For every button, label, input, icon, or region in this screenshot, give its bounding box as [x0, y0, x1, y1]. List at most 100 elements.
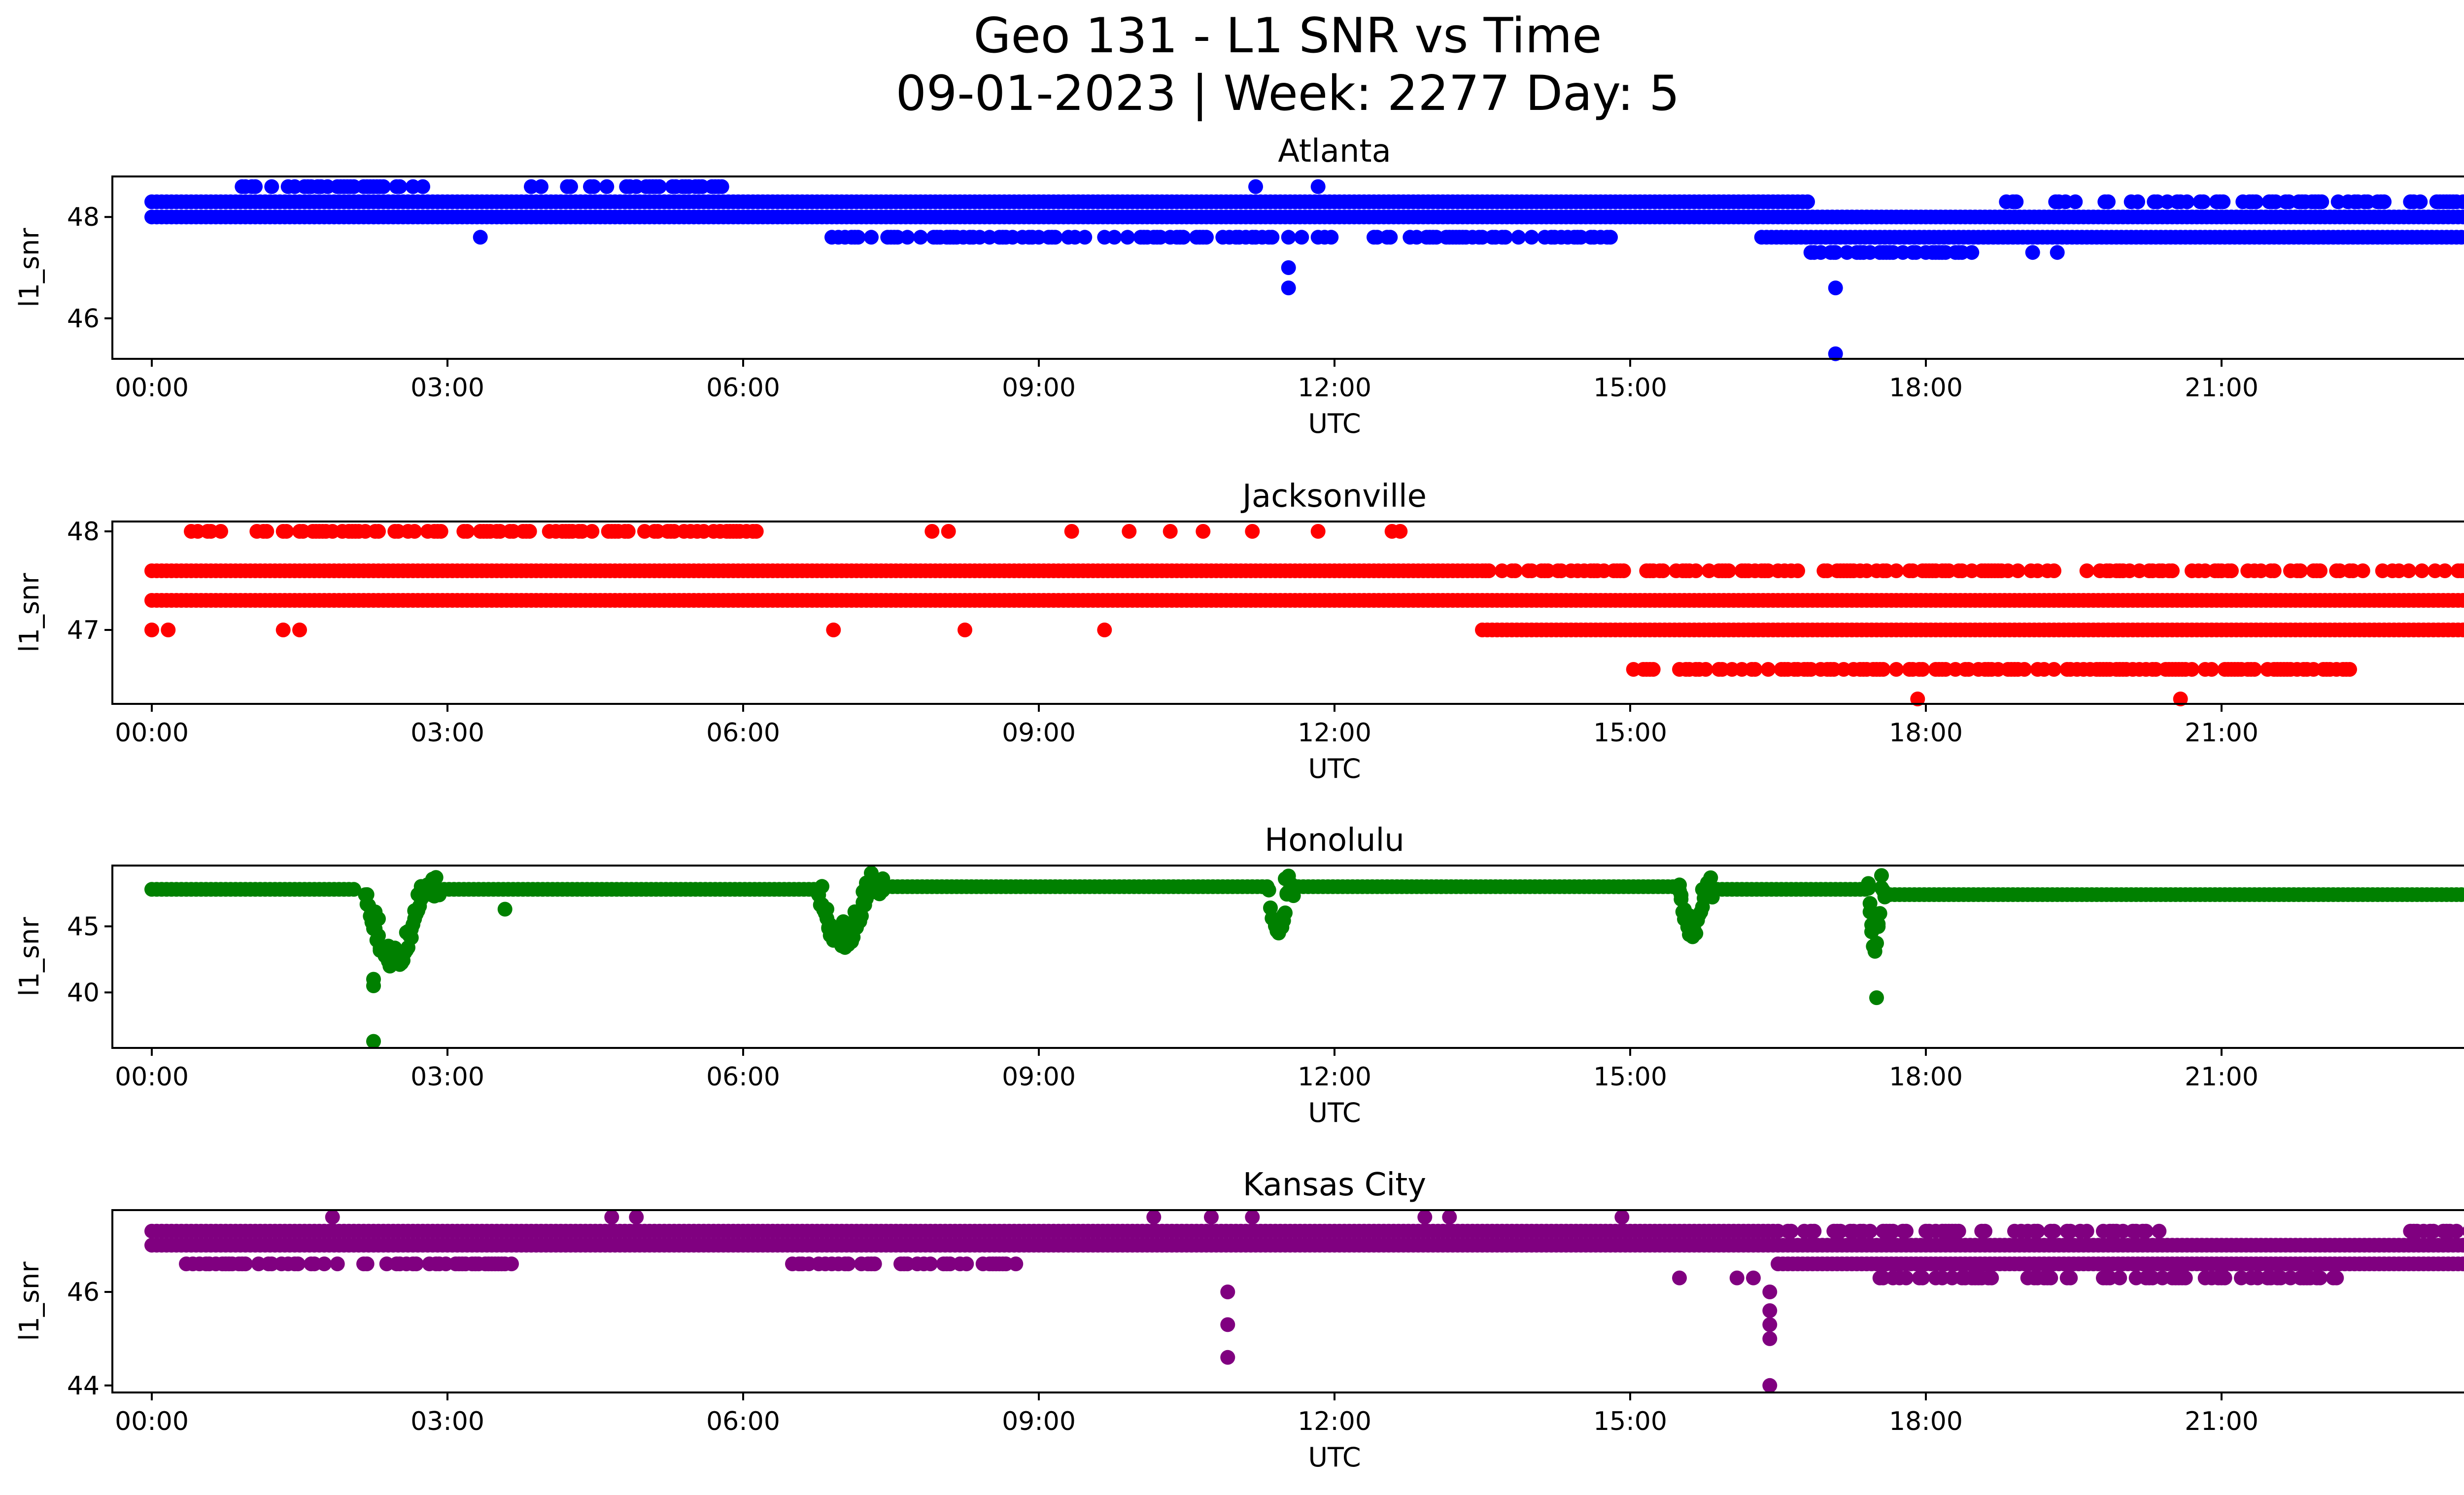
figure-title-line-1: Geo 131 - L1 SNR vs Time — [974, 8, 1602, 64]
x-tick-label: 00:00 — [115, 1062, 189, 1092]
data-point — [2461, 210, 2464, 223]
data-point — [1278, 905, 1293, 920]
x-tick-label: 18:00 — [1889, 718, 1963, 748]
data-point — [1869, 936, 1884, 951]
data-point — [1828, 280, 1843, 296]
data-point — [264, 179, 279, 194]
data-point — [1869, 990, 1884, 1006]
y-axis-label: l1_snr — [14, 917, 45, 997]
data-point — [1862, 896, 1878, 911]
data-point — [1672, 1270, 1687, 1286]
data-point — [2413, 194, 2428, 209]
figure-title-line-2: 09-01-2023 | Week: 2277 Day: 5 — [896, 66, 1680, 122]
data-point — [279, 524, 294, 539]
data-point — [2079, 563, 2094, 578]
data-point — [1281, 260, 1296, 275]
data-point — [371, 524, 386, 539]
x-tick-label: 12:00 — [1298, 373, 1371, 403]
data-point — [359, 1256, 375, 1272]
data-point — [1746, 1270, 1761, 1286]
data-point — [248, 179, 263, 194]
data-point — [1097, 623, 1112, 637]
data-point — [864, 866, 879, 881]
data-point — [1874, 868, 1889, 883]
data-point — [2329, 1270, 2344, 1286]
data-point — [1294, 230, 1309, 245]
data-point — [714, 179, 729, 194]
data-point — [2216, 194, 2231, 209]
data-point — [1747, 662, 1763, 677]
data-point — [325, 1210, 340, 1225]
subplot-atlanta: Atlanta 00:00 03:00 06:00 09:00 12:00 15:00 18:… — [14, 133, 2464, 439]
data-point — [2377, 194, 2392, 209]
data-point — [2437, 563, 2453, 578]
data-point — [415, 179, 430, 194]
data-point — [2224, 563, 2239, 578]
scatter-points — [144, 866, 2464, 1049]
data-point — [2461, 1239, 2464, 1252]
data-point — [392, 179, 408, 194]
x-tick-label: 18:00 — [1889, 1407, 1963, 1436]
x-tick-label: 09:00 — [1002, 1062, 1076, 1092]
data-point — [1286, 888, 1301, 904]
data-point — [2010, 563, 2025, 578]
data-point — [2047, 563, 2061, 578]
data-point — [1729, 1270, 1745, 1286]
data-point — [913, 230, 928, 245]
data-point — [1790, 563, 1805, 578]
data-point — [2101, 194, 2116, 209]
data-point — [1199, 230, 1214, 245]
data-point — [371, 911, 386, 926]
x-tick-label: 21:00 — [2185, 373, 2259, 403]
data-point — [1915, 1270, 1930, 1286]
data-point — [2313, 563, 2327, 578]
data-point — [346, 882, 361, 897]
y-tick-label: 40 — [67, 978, 100, 1008]
data-point — [376, 179, 391, 194]
data-point — [330, 1256, 345, 1272]
x-tick-label: 18:00 — [1889, 1062, 1963, 1092]
data-point — [1951, 1223, 1966, 1239]
data-point — [275, 623, 291, 637]
x-tick-label: 18:00 — [1889, 373, 1963, 403]
data-point — [1498, 230, 1513, 245]
subplot-title: Honolulu — [1265, 822, 1404, 859]
y-tick-label: 44 — [67, 1371, 100, 1401]
data-point — [620, 524, 636, 539]
data-point — [1616, 563, 1631, 578]
data-point — [1876, 662, 1891, 677]
data-point — [1008, 1256, 1024, 1272]
data-point — [2030, 1223, 2045, 1239]
data-point — [2138, 1223, 2154, 1239]
data-point — [522, 524, 537, 539]
data-point — [1278, 871, 1293, 886]
data-point — [460, 524, 475, 539]
data-point — [2459, 887, 2464, 902]
data-point — [2173, 692, 2188, 706]
data-point — [504, 1256, 519, 1272]
subplot-honolulu: Honolulu 00:00 03:00 06:00 09:00 12:00 15:00 18… — [14, 822, 2464, 1128]
data-point — [2180, 194, 2194, 209]
y-tick-label: 45 — [67, 912, 100, 941]
data-point — [1261, 882, 1276, 898]
x-tick-label: 00:00 — [115, 373, 189, 403]
data-point — [1721, 563, 1736, 578]
data-point — [749, 524, 764, 539]
data-point — [1281, 230, 1296, 245]
data-point — [599, 179, 615, 194]
data-point — [604, 1210, 619, 1225]
subplot-title: Jacksonville — [1240, 478, 1427, 515]
data-point — [2063, 1270, 2078, 1286]
data-point — [1861, 876, 1876, 891]
data-point — [1383, 230, 1398, 245]
data-point — [2025, 245, 2040, 260]
data-point — [407, 524, 422, 539]
scatter-points — [144, 179, 2464, 361]
data-point — [1783, 1223, 1799, 1239]
data-point — [841, 1256, 856, 1272]
data-point — [2459, 230, 2464, 244]
data-point — [924, 524, 940, 539]
data-point — [2009, 194, 2024, 209]
data-point — [428, 870, 444, 885]
